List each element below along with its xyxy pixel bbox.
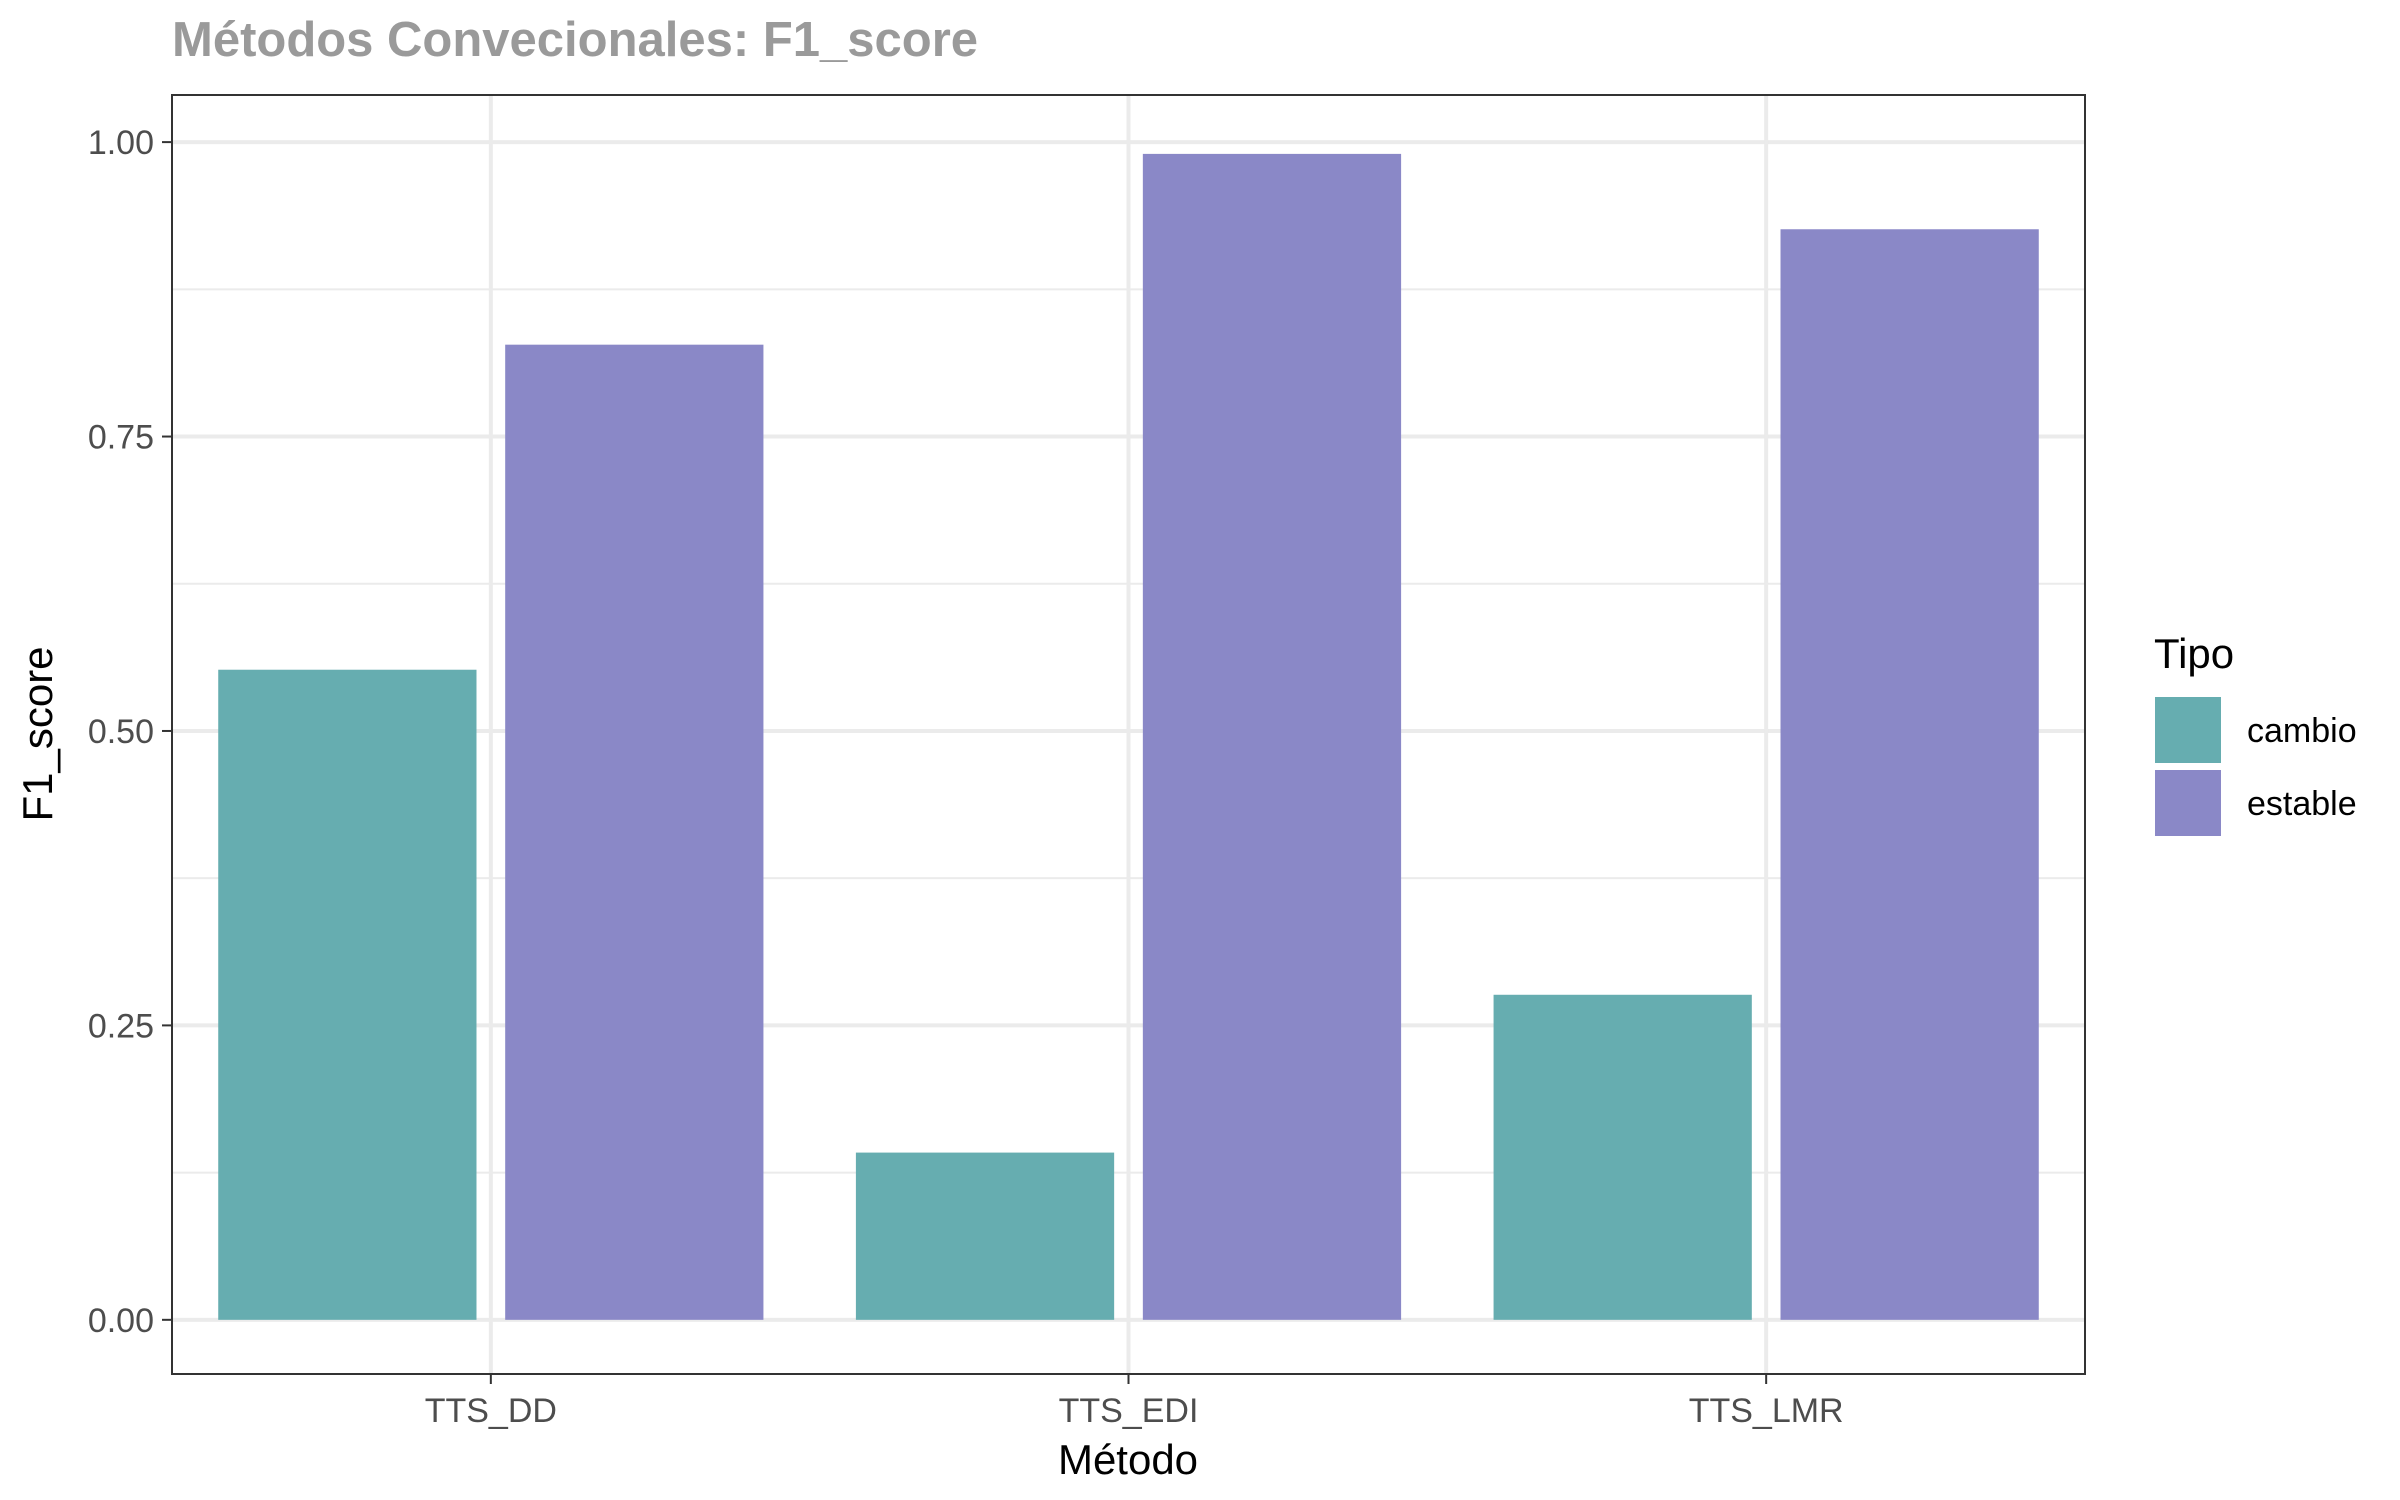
y-axis-title: F1_score [14, 646, 61, 821]
y-tick-label: 1.00 [88, 124, 154, 162]
legend: Tipo cambio estable [2154, 630, 2357, 836]
legend-title: Tipo [2154, 630, 2234, 677]
x-axis: TTS_DD TTS_EDI TTS_LMR [425, 1374, 1844, 1430]
bar-estable-TTS_LMR [1780, 229, 2039, 1320]
x-tick-label: TTS_DD [425, 1392, 557, 1430]
bar-estable-TTS_DD [505, 344, 764, 1320]
x-axis-title: Método [1058, 1436, 1198, 1483]
y-tick-label: 0.50 [88, 713, 154, 751]
x-tick-label: TTS_EDI [1059, 1392, 1199, 1430]
bar-estable-TTS_EDI [1142, 153, 1402, 1320]
x-tick-label: TTS_LMR [1689, 1392, 1844, 1430]
bar-cambio-TTS_EDI [855, 1152, 1115, 1320]
legend-swatch-estable [2155, 770, 2221, 836]
bar-cambio-TTS_LMR [1493, 994, 1752, 1320]
y-tick-label: 0.75 [88, 419, 154, 457]
chart-title: Métodos Convecionales: F1_score [172, 13, 978, 67]
y-tick-label: 0.25 [88, 1007, 154, 1045]
grid-major [172, 95, 2085, 1374]
legend-swatch-cambio [2155, 697, 2221, 763]
legend-label-cambio: cambio [2247, 712, 2357, 750]
bars [218, 153, 2039, 1320]
legend-label-estable: estable [2247, 785, 2357, 823]
y-tick-label: 0.00 [88, 1302, 154, 1340]
y-axis: 0.00 0.25 0.50 0.75 1.00 [88, 124, 172, 1340]
bar-cambio-TTS_DD [218, 669, 477, 1320]
